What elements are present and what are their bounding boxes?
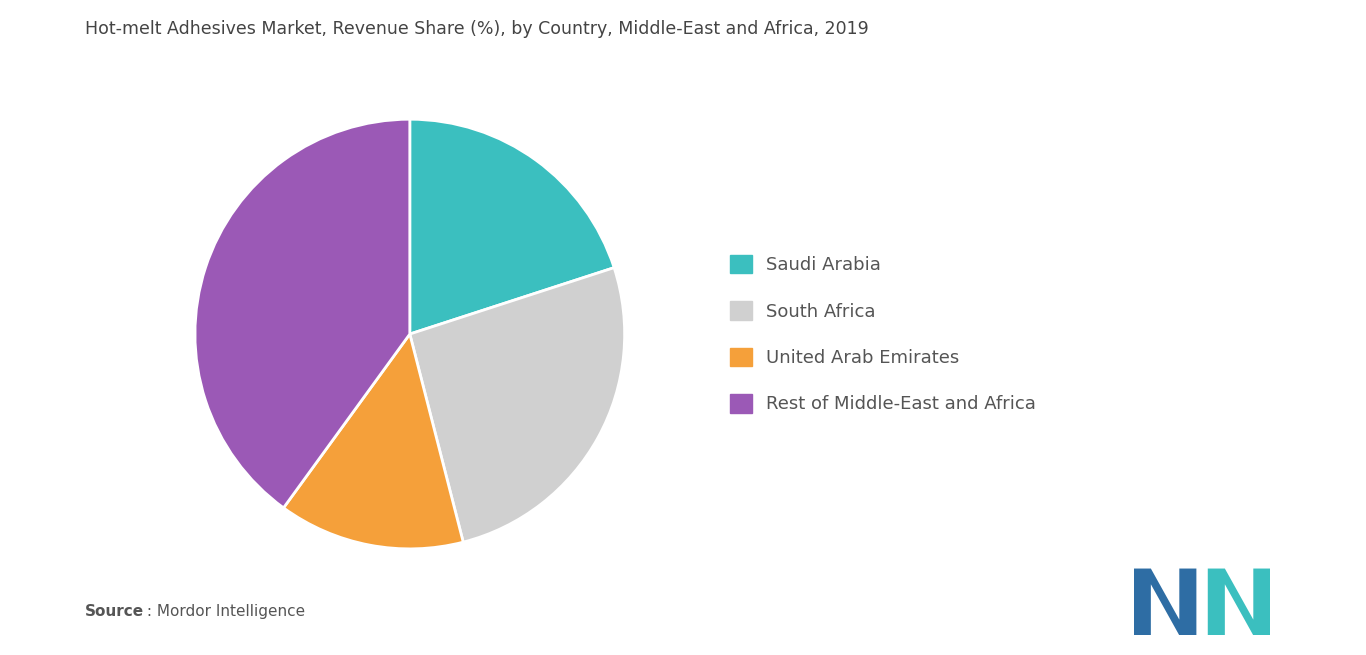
Wedge shape (195, 119, 410, 508)
Wedge shape (410, 119, 615, 334)
Text: Source: Source (85, 604, 143, 619)
Wedge shape (410, 268, 624, 542)
Text: Hot-melt Adhesives Market, Revenue Share (%), by Country, Middle-East and Africa: Hot-melt Adhesives Market, Revenue Share… (85, 20, 869, 37)
Text: : Mordor Intelligence: : Mordor Intelligence (142, 604, 305, 619)
Legend: Saudi Arabia, South Africa, United Arab Emirates, Rest of Middle-East and Africa: Saudi Arabia, South Africa, United Arab … (731, 255, 1037, 413)
Wedge shape (284, 334, 463, 549)
